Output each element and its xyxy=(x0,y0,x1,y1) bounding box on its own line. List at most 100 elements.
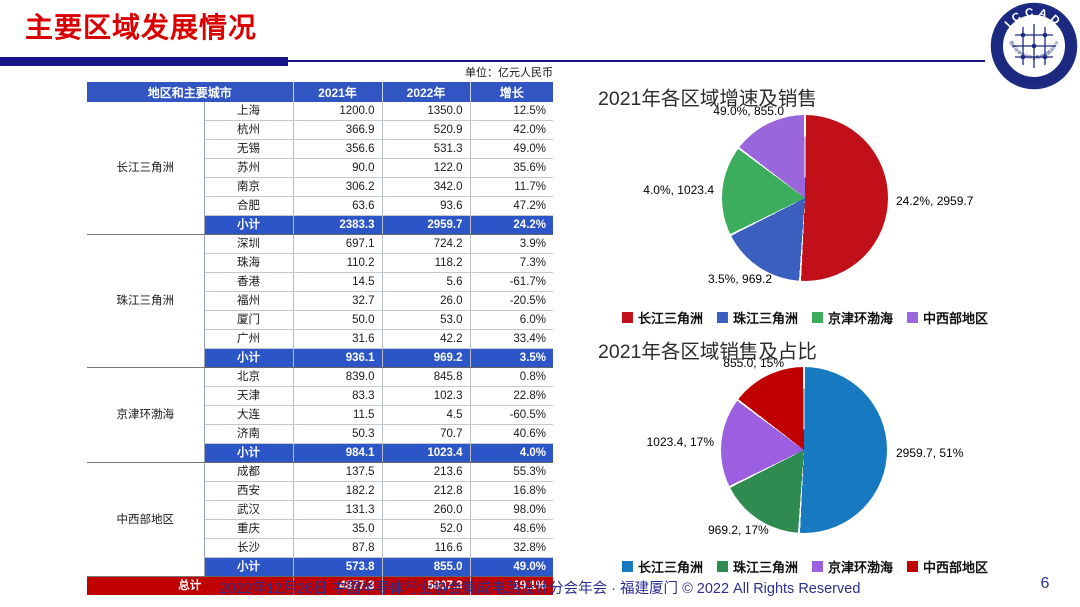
value-2022-cell: 342.0 xyxy=(381,177,471,197)
legend-swatch-icon xyxy=(621,561,633,572)
growth-cell: 7.3% xyxy=(469,253,554,273)
table-row: 南京 306.2 342.0 11.7% xyxy=(87,177,554,197)
subtotal-2021-cell: 936.1 xyxy=(292,348,383,368)
value-2021-cell: 35.0 xyxy=(292,519,383,539)
value-2021-cell: 137.5 xyxy=(292,462,383,482)
legend-swatch-icon xyxy=(621,312,633,323)
region-cell: 京津环渤海 xyxy=(87,367,205,463)
city-cell: 武汉 xyxy=(204,500,294,520)
value-2021-cell: 14.5 xyxy=(292,272,383,292)
table-row: 厦门 50.0 53.0 6.0% xyxy=(87,310,554,330)
subtotal-2022-cell: 969.2 xyxy=(381,348,471,368)
subtotal-row: 小计 984.1 1023.4 4.0% xyxy=(87,443,554,463)
value-2022-cell: 116.6 xyxy=(381,538,471,558)
table-row: 济南 50.3 70.7 40.6% xyxy=(87,424,554,444)
city-cell: 成都 xyxy=(204,462,294,482)
value-2021-cell: 90.0 xyxy=(292,158,383,178)
value-2021-cell: 697.1 xyxy=(292,234,383,254)
growth-cell: 98.0% xyxy=(469,500,554,520)
legend-item: 珠江三角洲 xyxy=(716,308,798,327)
chart1-label-midwest: 49.0%, 855.0 xyxy=(713,104,784,118)
subtotal-2021-cell: 573.8 xyxy=(292,557,383,577)
city-cell: 苏州 xyxy=(204,158,294,178)
iccad-logo: ICCAD 中国半导体行业协会集成电路设计分会 xyxy=(990,2,1078,90)
value-2021-cell: 31.6 xyxy=(292,329,383,349)
table-header-row: 地区和主要城市 2021年 2022年 增长 xyxy=(87,82,554,102)
logo-circuit-dots xyxy=(1020,32,1048,60)
city-cell: 合肥 xyxy=(204,196,294,216)
legend-label: 京津环渤海 xyxy=(828,311,894,326)
legend-item: 京津环渤海 xyxy=(812,308,893,327)
growth-cell: 0.8% xyxy=(469,367,554,387)
pie-chart-sales-share: 2021年各区域销售及占比 855.0, 15% 2959.7, 51% 969… xyxy=(588,333,1070,585)
table-row: 杭州 366.9 520.9 42.0% xyxy=(87,120,554,140)
growth-cell: -60.5% xyxy=(469,405,554,425)
chart2-label-yangtze: 2959.7, 51% xyxy=(896,446,964,460)
value-2022-cell: 122.0 xyxy=(381,158,471,178)
value-2022-cell: 5.6 xyxy=(381,272,471,292)
growth-cell: 49.0% xyxy=(469,139,554,159)
legend-item: 中西部地区 xyxy=(907,557,988,576)
subtotal-row: 小计 573.8 855.0 49.0% xyxy=(87,557,554,577)
city-cell: 南京 xyxy=(204,177,294,197)
chart1-legend: 长江三角洲 珠江三角洲 京津环渤海 中西部地区 xyxy=(621,308,988,327)
value-2021-cell: 32.7 xyxy=(292,291,383,311)
table-row: 珠江三角洲 深圳 697.1 724.2 3.9% xyxy=(87,234,554,368)
legend-swatch-icon xyxy=(812,312,823,323)
value-2021-cell: 50.3 xyxy=(292,424,383,444)
header-2022: 2022年 xyxy=(381,82,471,102)
subtotal-label-cell: 小计 xyxy=(204,215,294,235)
city-cell: 济南 xyxy=(204,424,294,444)
city-cell: 厦门 xyxy=(204,310,294,330)
city-cell: 香港 xyxy=(204,272,294,292)
city-cell: 大连 xyxy=(204,405,294,425)
subtotal-row: 小计 936.1 969.2 3.5% xyxy=(87,348,554,368)
growth-cell: 42.0% xyxy=(469,120,554,140)
legend-item: 长江三角洲 xyxy=(621,308,703,327)
value-2022-cell: 70.7 xyxy=(381,424,471,444)
city-cell: 杭州 xyxy=(204,120,294,140)
subtotal-growth-cell: 49.0% xyxy=(469,557,554,577)
growth-cell: 12.5% xyxy=(469,102,554,121)
legend-label: 中西部地区 xyxy=(923,311,989,326)
city-cell: 北京 xyxy=(204,367,294,387)
subtotal-2022-cell: 1023.4 xyxy=(381,443,471,463)
header-growth: 增长 xyxy=(469,82,554,102)
growth-cell: 48.6% xyxy=(469,519,554,539)
pie-chart-growth-sales: 2021年各区域增速及销售 49.0%, 855.0 24.2%, 2959.7… xyxy=(588,80,1070,332)
legend-label: 珠江三角洲 xyxy=(732,311,798,326)
value-2021-cell: 83.3 xyxy=(292,386,383,406)
value-2022-cell: 213.6 xyxy=(381,462,471,482)
table-row: 西安 182.2 212.8 16.8% xyxy=(87,481,554,501)
table-row: 福州 32.7 26.0 -20.5% xyxy=(87,291,554,311)
city-cell: 长沙 xyxy=(204,538,294,558)
legend-swatch-icon xyxy=(716,561,728,572)
subtotal-growth-cell: 4.0% xyxy=(469,443,554,463)
region-cell: 中西部地区 xyxy=(87,462,205,577)
table-row: 大连 11.5 4.5 -60.5% xyxy=(87,405,554,425)
legend-item: 中西部地区 xyxy=(907,308,988,327)
growth-cell: 22.8% xyxy=(469,386,554,406)
table-row: 中西部地区 成都 137.5 213.6 55.3% xyxy=(87,462,554,577)
chart1-pie xyxy=(722,115,888,281)
subtotal-2021-cell: 984.1 xyxy=(292,443,383,463)
growth-cell: -20.5% xyxy=(469,291,554,311)
growth-cell: 3.9% xyxy=(469,234,554,254)
total-label-cell: 总计 xyxy=(87,576,294,595)
value-2022-cell: 53.0 xyxy=(381,310,471,330)
growth-cell: 33.4% xyxy=(469,329,554,349)
value-2021-cell: 182.2 xyxy=(292,481,383,501)
value-2022-cell: 212.8 xyxy=(381,481,471,501)
city-cell: 深圳 xyxy=(204,234,294,254)
legend-swatch-icon xyxy=(812,561,823,572)
value-2021-cell: 306.2 xyxy=(292,177,383,197)
chart1-title: 2021年各区域增速及销售 xyxy=(598,88,817,110)
value-2021-cell: 87.8 xyxy=(292,538,383,558)
subtotal-row: 小计 2383.3 2959.7 24.2% xyxy=(87,215,554,235)
header-region-city: 地区和主要城市 xyxy=(87,82,294,102)
total-growth-cell: 19.1% xyxy=(469,576,554,595)
growth-cell: -61.7% xyxy=(469,272,554,292)
legend-label: 京津环渤海 xyxy=(828,560,894,575)
chart2-label-bohai: 1023.4, 17% xyxy=(646,435,714,449)
